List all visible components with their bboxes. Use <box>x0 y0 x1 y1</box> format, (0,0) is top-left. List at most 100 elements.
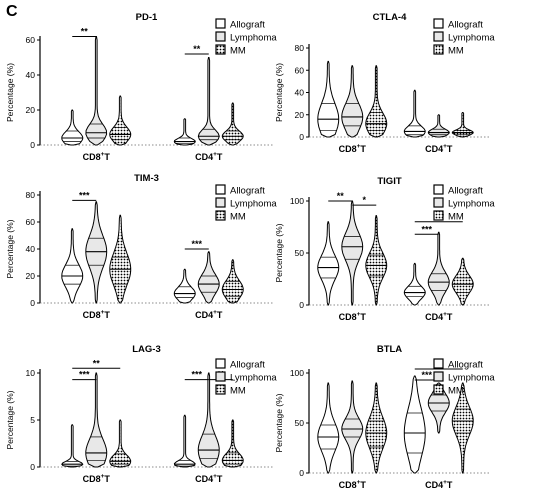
legend-label-lymphoma: Lymphoma <box>230 33 277 44</box>
legend-label-allograft: Allograft <box>448 186 483 197</box>
legend-swatch-lymphoma <box>215 31 226 42</box>
violin-lymphoma-cd4-t <box>427 114 450 138</box>
legend-swatch-allograft <box>215 184 226 195</box>
chart-title: TIGIT <box>377 176 401 187</box>
x-tick-label: CD4+T <box>195 309 223 320</box>
y-tick-label: 0 <box>30 140 35 150</box>
legend-swatch-allograft <box>215 358 226 369</box>
legend: Allograft Lymphoma MM <box>215 18 277 57</box>
legend-label-mm: MM <box>448 386 464 397</box>
violin-lymphoma-cd4-t <box>197 372 220 468</box>
y-axis-label: Percentage (%) <box>5 219 15 278</box>
violin-allograft-cd4-t <box>403 375 426 474</box>
legend: Allograft Lymphoma MM <box>215 358 277 397</box>
y-tick-label: 20 <box>26 271 36 281</box>
legend-swatch-lymphoma <box>215 197 226 208</box>
legend-label-mm: MM <box>448 46 464 57</box>
y-tick-label: 100 <box>290 368 304 378</box>
y-tick-label: 20 <box>26 105 36 115</box>
significance-label: *** <box>421 224 432 234</box>
chart-title: CTLA-4 <box>373 12 407 23</box>
y-tick-label: 60 <box>26 217 36 227</box>
chart-ctla-4: CTLA-4 0 20 40 60 80 Percentage (%) CD8+T CD4+T A… <box>274 12 495 154</box>
violin-lymphoma-cd4-t <box>427 382 450 434</box>
x-tick-label: CD8+T <box>83 309 111 320</box>
legend-swatch-lymphoma <box>215 371 226 382</box>
significance-label: *** <box>191 239 202 249</box>
y-tick-label: 5 <box>30 415 35 425</box>
significance-label: ** <box>193 44 201 54</box>
y-axis-label: Percentage (%) <box>5 390 15 449</box>
legend-label-mm: MM <box>448 212 464 223</box>
legend-label-mm: MM <box>230 212 246 223</box>
x-tick-label: CD8+T <box>339 479 367 490</box>
chart-title: TIM-3 <box>134 173 159 184</box>
legend-swatch-mm <box>433 210 444 221</box>
legend-swatch-mm <box>215 384 226 395</box>
y-tick-label: 50 <box>295 418 305 428</box>
x-tick-label: CD8+T <box>339 311 367 322</box>
violin-lymphoma-cd4-t <box>197 57 220 146</box>
chart-pd-1: PD-1 0 20 40 60 Percentage (%) CD8+T CD4+T ** ** A… <box>5 12 277 162</box>
violin-lymphoma-cd8-t <box>85 36 108 146</box>
panel-letter: C <box>6 3 18 20</box>
legend-swatch-mm <box>433 44 444 55</box>
y-tick-label: 40 <box>26 244 36 254</box>
violin-mm-cd8-t <box>365 215 388 306</box>
legend: Allograft Lymphoma MM <box>433 358 495 397</box>
violin-allograft-cd4-t <box>173 414 196 468</box>
violin-mm-cd4-t <box>221 102 244 146</box>
y-tick-label: 0 <box>30 298 35 308</box>
violin-lymphoma-cd8-t <box>85 201 108 304</box>
chart-tim-3: TIM-3 0 20 40 60 80 Percentage (%) CD8+T CD4+T **… <box>5 173 277 320</box>
violin-allograft-cd8-t <box>61 228 84 304</box>
violin-mm-cd4-t <box>451 257 474 306</box>
y-tick-label: 0 <box>299 468 304 478</box>
x-tick-label: CD4+T <box>195 473 223 484</box>
legend: Allograft Lymphoma MM <box>433 184 495 223</box>
violin-lymphoma-cd8-t <box>341 380 364 474</box>
violin-lymphoma-cd4-t <box>427 231 450 306</box>
violin-allograft-cd4-t <box>403 262 426 306</box>
violin-allograft-cd8-t <box>317 382 340 474</box>
x-tick-label: CD8+T <box>83 151 111 162</box>
legend-label-allograft: Allograft <box>230 20 265 31</box>
violin-lymphoma-cd8-t <box>341 200 364 306</box>
violin-lymphoma-cd8-t <box>85 372 108 468</box>
x-tick-label: CD4+T <box>195 151 223 162</box>
significance-label: *** <box>79 190 90 200</box>
violin-mm-cd4-t <box>221 419 244 468</box>
legend-label-lymphoma: Lymphoma <box>230 199 277 210</box>
violin-mm-cd8-t <box>365 65 388 138</box>
significance-label: ** <box>337 191 345 201</box>
violin-allograft-cd8-t <box>317 60 340 138</box>
legend-label-allograft: Allograft <box>448 20 483 31</box>
y-tick-label: 60 <box>295 65 305 75</box>
y-tick-label: 10 <box>26 368 36 378</box>
y-axis-label: Percentage (%) <box>274 63 284 122</box>
legend-label-lymphoma: Lymphoma <box>448 33 495 44</box>
significance-label: *** <box>421 370 432 380</box>
chart-title: LAG-3 <box>132 344 161 355</box>
legend-swatch-allograft <box>433 184 444 195</box>
violin-allograft-cd4-t <box>173 268 196 304</box>
legend-swatch-lymphoma <box>433 31 444 42</box>
legend-swatch-mm <box>215 210 226 221</box>
legend-label-lymphoma: Lymphoma <box>448 199 495 210</box>
legend-label-lymphoma: Lymphoma <box>448 373 495 384</box>
y-tick-label: 80 <box>295 43 305 53</box>
x-tick-label: CD8+T <box>83 473 111 484</box>
violin-mm-cd4-t <box>451 382 474 474</box>
violin-allograft-cd8-t <box>61 424 84 468</box>
violin-allograft-cd8-t <box>61 109 84 146</box>
legend-swatch-allograft <box>433 358 444 369</box>
y-tick-label: 80 <box>26 190 36 200</box>
legend-label-allograft: Allograft <box>448 360 483 371</box>
violin-mm-cd8-t <box>109 419 132 468</box>
legend-label-lymphoma: Lymphoma <box>230 373 277 384</box>
y-tick-label: 0 <box>299 132 304 142</box>
violin-allograft-cd8-t <box>317 221 340 306</box>
legend-swatch-mm <box>433 384 444 395</box>
